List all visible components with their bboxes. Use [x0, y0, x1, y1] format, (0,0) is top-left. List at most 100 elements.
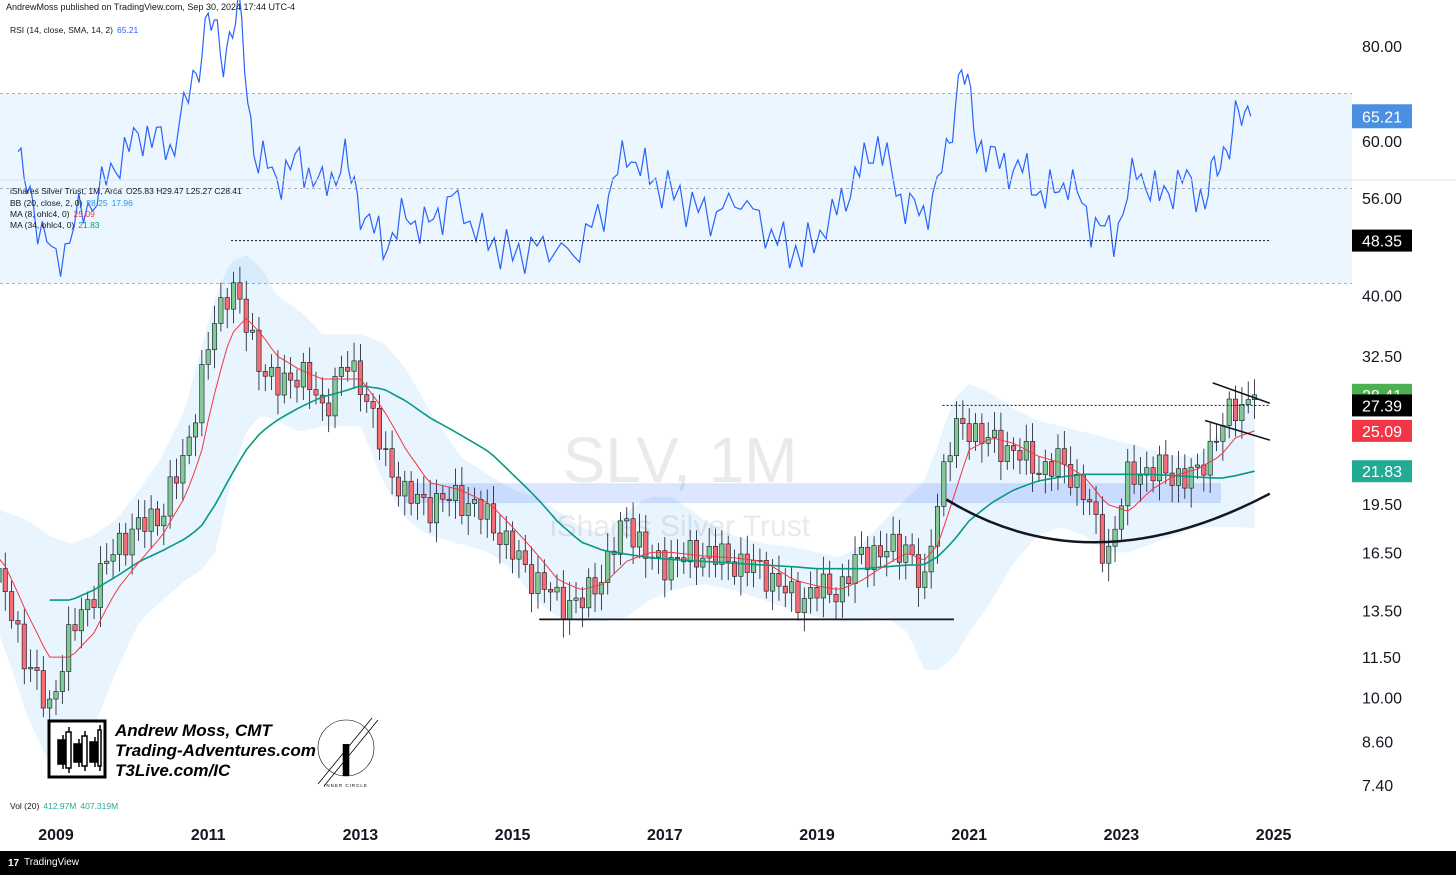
tradingview-footer: 17 TradingView: [0, 851, 1456, 875]
watermark-name: iShares Silver Trust: [550, 510, 811, 543]
candle-down: [1182, 468, 1188, 489]
candle-up: [300, 362, 306, 388]
price-y-tick-12: 10.00: [1362, 691, 1402, 708]
candle-down: [782, 585, 788, 594]
price-y-tick-9: 16.50: [1362, 545, 1402, 562]
candle-down: [1169, 472, 1175, 486]
branding-site: Trading-Adventures.com: [115, 741, 316, 760]
candle-down: [275, 367, 281, 396]
candle-down: [833, 593, 839, 603]
branding-site-2: T3Live.com/IC: [115, 761, 231, 780]
candle-up: [820, 573, 826, 599]
candle-down: [345, 367, 351, 372]
candle-up: [1004, 445, 1010, 462]
candle-up: [66, 624, 72, 672]
candle-up: [231, 282, 237, 310]
ma8-legend: MA (8, ohlc4, 0) 25.09: [10, 209, 95, 219]
candle-down: [15, 620, 21, 625]
ma34-legend-value: 21.83: [78, 220, 100, 230]
candle-up: [598, 582, 604, 595]
candle-down: [478, 499, 484, 520]
candle-down: [732, 561, 738, 577]
candle-up: [1239, 404, 1245, 421]
candle-down: [446, 498, 452, 501]
candle-up: [161, 515, 167, 527]
candle-up: [281, 372, 287, 396]
candle-down: [34, 667, 40, 671]
branding-logo-bar: [65, 731, 72, 769]
candle-up: [484, 503, 490, 520]
candle-up: [668, 557, 674, 581]
candle-up: [104, 560, 110, 564]
candle-down: [440, 493, 446, 500]
candle-up: [205, 349, 211, 365]
candle-down: [814, 587, 820, 599]
candle-down: [960, 418, 966, 424]
rsi-y-tick-1: 60.00: [1362, 134, 1402, 151]
candle-up: [516, 550, 522, 560]
candle-up: [871, 545, 877, 570]
candle-down: [674, 557, 680, 559]
seal-circle: [317, 719, 375, 777]
candle-down: [998, 429, 1004, 462]
candle-down: [256, 329, 262, 372]
candle-up: [59, 671, 65, 692]
candle-down: [1011, 445, 1017, 451]
price-y-tick-3: 32.50: [1362, 349, 1402, 366]
candle-down: [529, 564, 535, 594]
rsi-line: [17, 0, 1252, 277]
ma8-line: [0, 317, 1255, 658]
chart-canvas[interactable]: 80.00 60.00 40.00 65.21 SLV, 1M iShares Silve…: [0, 0, 1456, 851]
symbol-legend-ohlc: O25.83 H29.47 L25.27 C28.41: [125, 186, 242, 196]
rsi-legend: RSI (14, close, SMA, 14, 2) 65.21: [10, 25, 138, 35]
candle-down: [877, 545, 883, 558]
candle-up: [1112, 528, 1118, 547]
x-tick-2021: 2021: [951, 827, 987, 844]
candle-up: [1220, 425, 1226, 442]
price-tag-21-83: 21.83: [1352, 460, 1412, 483]
candle-up: [954, 418, 960, 457]
symbol-legend: iShares Silver Trust, 1M, Arca O25.83 H29…: [10, 186, 242, 196]
candle-down: [979, 423, 985, 444]
candle-down: [560, 586, 566, 620]
candle-up: [554, 586, 560, 593]
candle-down: [2, 568, 8, 592]
tradingview-logo-icon: 17: [8, 858, 20, 869]
candle-up: [1207, 440, 1213, 476]
publisher-line: AndrewMoss published on TradingView.com,…: [6, 2, 296, 12]
candle-down: [408, 480, 414, 504]
candle-down: [966, 423, 972, 442]
candle-down: [142, 517, 148, 532]
candle-up: [858, 546, 864, 555]
candle-down: [123, 532, 129, 556]
candles: [0, 266, 1258, 727]
candle-up: [218, 297, 224, 324]
candle-down: [497, 532, 503, 545]
ma34-legend-label: MA (34, ohlc4, 0): [10, 220, 75, 230]
candle-down: [427, 497, 433, 524]
price-tag-label: 48.35: [1362, 234, 1402, 251]
candle-up: [1125, 461, 1131, 507]
candle-down: [846, 576, 852, 585]
candle-up: [1195, 464, 1201, 468]
price-tag-25-09: 25.09: [1352, 419, 1412, 442]
candle-up: [78, 609, 84, 632]
candle-up: [624, 518, 630, 522]
candle-down: [1131, 461, 1137, 485]
candle-up: [250, 329, 256, 333]
candle-down: [896, 533, 902, 563]
candle-up: [1042, 461, 1048, 475]
price-tag-bg: [1352, 229, 1412, 252]
candle-down: [21, 623, 27, 670]
x-tick-2011: 2011: [191, 827, 226, 844]
rsi-last-tag-label: 65.21: [1362, 109, 1402, 126]
candle-down: [662, 550, 668, 581]
candle-down: [72, 624, 78, 632]
candle-down: [262, 371, 268, 377]
vol-legend: Vol (20) 412.97M 407.319M: [10, 801, 118, 811]
candle-up: [472, 499, 478, 504]
candle-down: [224, 297, 230, 310]
ma34-line: [49, 385, 1255, 601]
branding-block: Andrew Moss, CMTTrading-Adventures.comT3…: [47, 717, 379, 788]
seal-slash-2: [323, 719, 379, 787]
